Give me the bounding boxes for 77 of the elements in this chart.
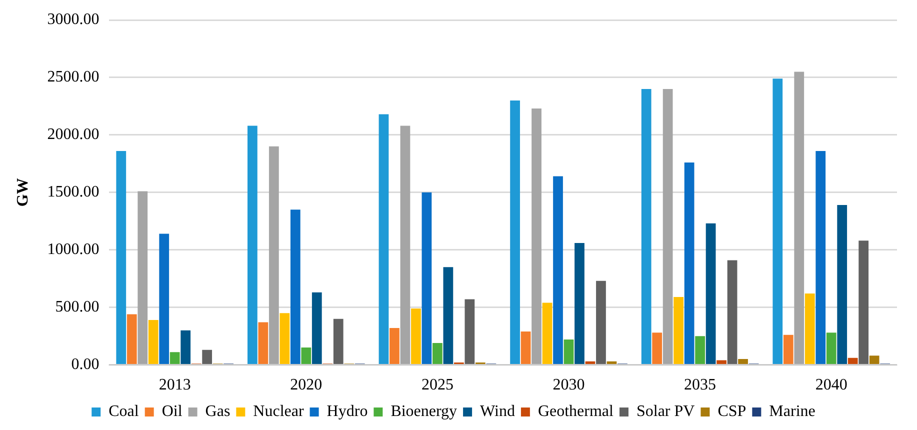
bar — [574, 242, 584, 364]
bar — [116, 151, 126, 364]
bar — [333, 318, 344, 364]
bar — [641, 88, 652, 364]
bar — [400, 126, 410, 364]
legend-label: Geothermal — [538, 403, 614, 420]
bar — [652, 332, 662, 364]
legend-label: Oil — [162, 403, 183, 420]
bar — [564, 340, 574, 364]
legend-label: Wind — [480, 403, 515, 420]
x-tick-label: 2020 — [290, 376, 322, 394]
bar — [532, 108, 542, 364]
bar — [738, 359, 748, 364]
legend-label: Coal — [108, 403, 140, 420]
legend-label: CSP — [718, 403, 746, 420]
bar — [159, 234, 170, 364]
bar — [126, 314, 137, 364]
bar — [869, 356, 880, 364]
x-tick-label: 2040 — [815, 376, 848, 394]
y-axis-title: GW — [14, 178, 32, 207]
legend-label: Marine — [769, 403, 816, 420]
y-tick-label: 500.00 — [55, 298, 100, 316]
bar — [432, 342, 442, 364]
y-tick-label: 2500.00 — [47, 68, 100, 86]
y-tick-label: 1000.00 — [47, 241, 100, 258]
y-tick-label: 2000.00 — [47, 126, 100, 144]
bar — [695, 336, 705, 364]
legend-label: Solar PV — [636, 403, 696, 420]
bar — [706, 223, 716, 364]
bar — [301, 348, 312, 364]
bar — [258, 322, 268, 364]
bar — [443, 267, 454, 364]
bar — [378, 114, 389, 364]
legend-label: Bioenergy — [390, 403, 458, 420]
legend-label: Hydro — [326, 403, 368, 420]
bar — [783, 334, 794, 364]
x-tick-label: 2013 — [158, 376, 191, 394]
bar — [848, 358, 858, 364]
bar — [684, 162, 694, 364]
bar — [804, 294, 815, 364]
bar — [826, 332, 836, 364]
bar — [268, 146, 279, 364]
bar — [596, 280, 606, 364]
bar — [138, 191, 148, 364]
bar — [247, 126, 258, 364]
bar — [716, 360, 726, 364]
bar — [837, 205, 848, 364]
x-tick-label: 2030 — [552, 376, 585, 394]
bar — [520, 331, 531, 364]
bar — [542, 302, 552, 364]
bar — [312, 292, 322, 364]
bar — [794, 72, 804, 364]
bar — [422, 192, 432, 364]
bar — [674, 296, 684, 364]
y-tick-label: 0.00 — [71, 356, 100, 374]
bar — [727, 260, 738, 364]
bar — [662, 88, 673, 364]
bar — [510, 100, 520, 364]
y-tick-label: 1500.00 — [47, 184, 100, 201]
legend-label: Gas — [205, 403, 230, 420]
bar — [464, 299, 475, 364]
bar — [202, 350, 212, 364]
bar — [148, 320, 158, 364]
bar — [411, 308, 421, 364]
x-tick-label: 2025 — [421, 376, 454, 394]
bar — [180, 330, 191, 364]
bar — [553, 176, 563, 364]
legend-label: Nuclear — [253, 403, 304, 420]
bar — [858, 240, 869, 364]
bar — [290, 210, 300, 364]
bar — [280, 313, 290, 364]
bar — [390, 328, 400, 364]
bar — [772, 78, 783, 364]
y-tick-label: 3000.00 — [47, 11, 100, 28]
bar — [816, 151, 826, 364]
x-tick-label: 2035 — [684, 376, 716, 394]
bar — [170, 352, 180, 364]
